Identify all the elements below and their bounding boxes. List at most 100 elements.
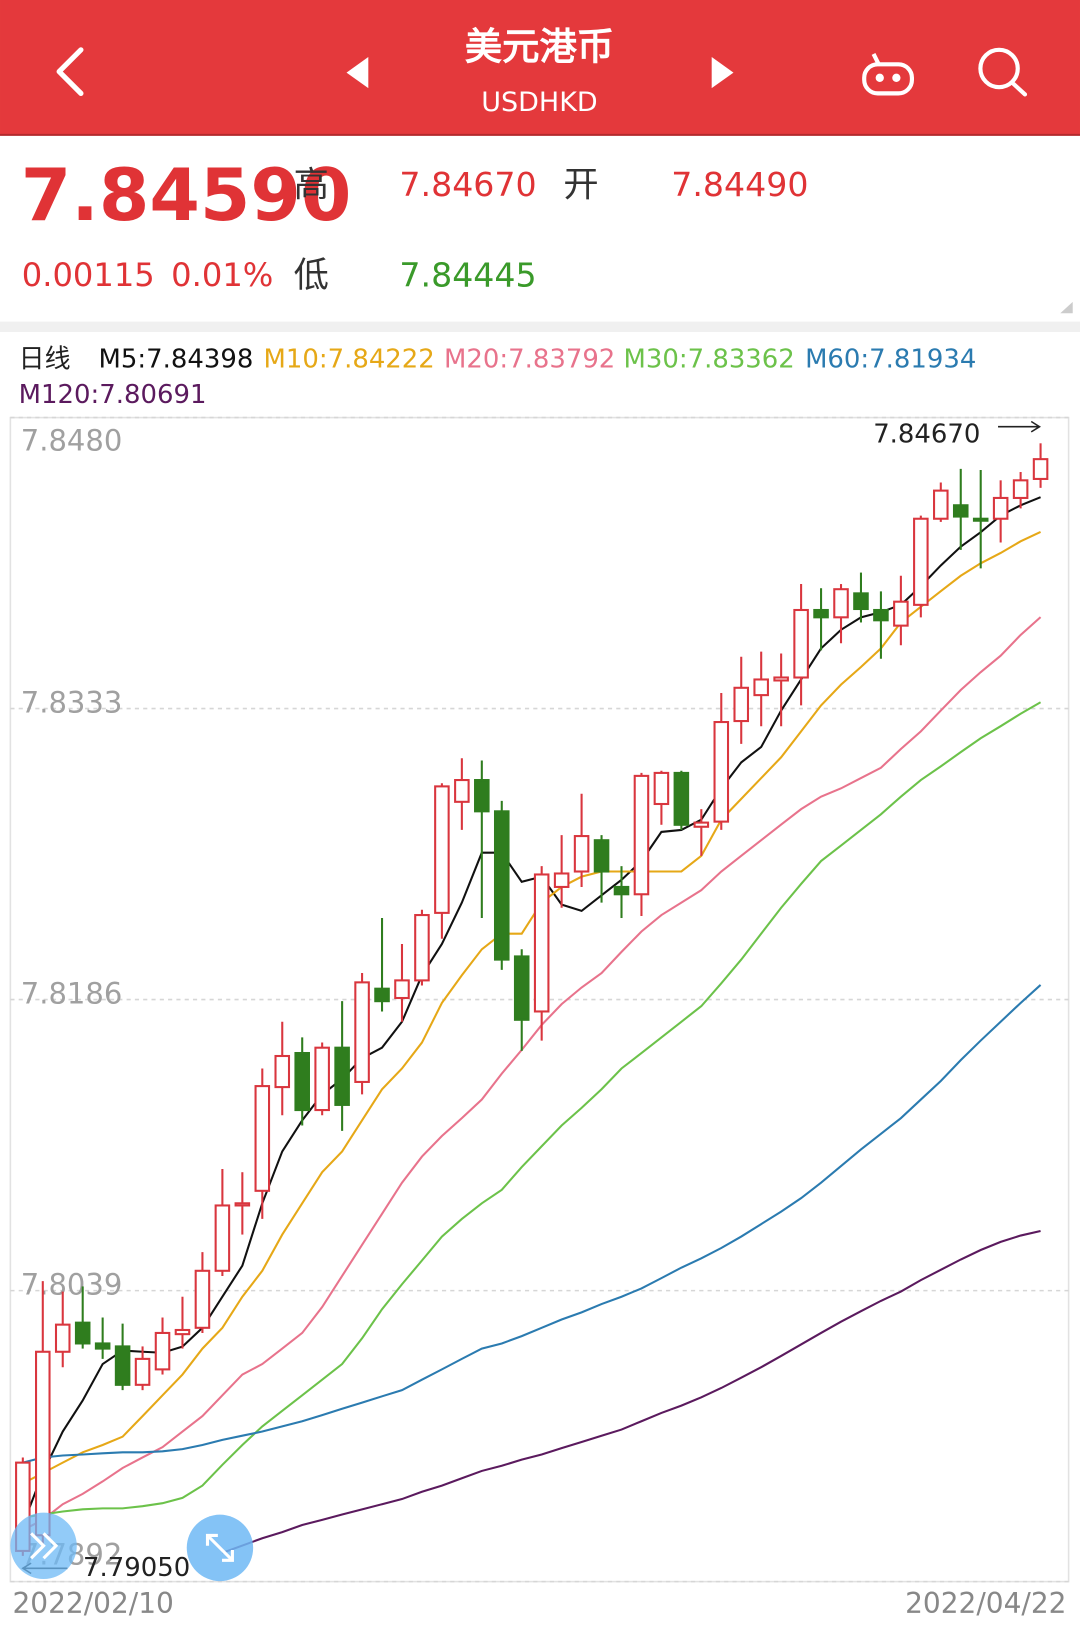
legend-entry: M60:7.81934 [805,344,976,374]
legend-entry: M30:7.83362 [624,344,795,374]
open-label: 开 [563,165,598,206]
prev-button[interactable] [346,57,369,89]
robot-antenna [871,53,881,66]
y-tick-label: 7.8333 [21,685,123,719]
change: 0.00115 [22,256,155,294]
candle-body [992,496,1009,520]
ma-line [22,616,1042,1532]
candle-body [873,608,889,622]
candle-body [394,979,410,1000]
period-label: 日线 [19,344,71,374]
low-value: 7.84445 [399,255,536,294]
annotation-arrowhead [1030,420,1042,433]
candle-body [733,686,750,723]
legend-entry: M20:7.83792 [444,344,615,374]
high-label: 高 [294,165,329,206]
candle-body [174,1328,191,1336]
candle-body [474,779,490,813]
candle-body [893,600,909,627]
ma-line [22,701,1042,1519]
expand-icon [205,1533,218,1546]
x-tick-label: 2022/02/10 [12,1587,173,1620]
candle-body [54,1323,71,1353]
candle-body [74,1321,91,1345]
candle-body [154,1331,171,1371]
candle-body [653,771,670,806]
annotation: 7.79050 [83,1553,190,1583]
candle-body [314,1046,330,1112]
candle-body [114,1345,131,1386]
top-bar [0,0,1080,135]
candle-body [913,517,929,606]
candle-body [933,489,949,520]
ma-line [222,1229,1041,1554]
expand-icon [206,1534,234,1562]
candle-body [234,1202,251,1207]
candle-body [972,517,989,522]
plot: 7.84807.83337.81867.80397.78922022/02/10… [10,416,1069,1620]
candle-body [793,608,809,679]
change-pct: 0.01% [171,256,273,294]
candle-body [952,504,969,518]
candle-body [194,1269,211,1329]
y-tick-label: 7.8039 [21,1267,123,1301]
candle-body [593,839,610,873]
price: 7.84590 [21,154,352,238]
annotation: 7.84670 [873,420,980,450]
ma-line [22,531,1042,1485]
candle-body [773,676,789,682]
corner-mark [1060,301,1073,314]
ma-line [22,984,1042,1464]
candle-body [513,955,530,1021]
robot-head [862,62,915,96]
search-button[interactable] [978,47,1028,97]
collapse-icon [30,1532,46,1560]
candle-body [493,810,510,961]
legend-entry: M10:7.84222 [264,344,435,374]
next-button[interactable] [711,57,734,89]
candle-body [134,1357,151,1386]
robot-eye [892,73,901,82]
open-value: 7.84490 [671,165,808,204]
candle-body [1032,458,1049,480]
search-handle [1010,80,1028,97]
high-value: 7.84670 [399,165,536,204]
separator [0,321,1080,332]
candle-body [454,779,470,803]
candle-body [354,981,370,1083]
overlay-buttons [10,1512,254,1582]
candle-body [294,1051,310,1112]
candle-body [35,1350,51,1537]
candle-body [833,588,849,619]
robot-button[interactable] [862,53,915,96]
candle-body [274,1054,291,1089]
x-tick-label: 2022/04/22 [905,1587,1066,1620]
candle-body [613,885,630,896]
candle-body [633,774,650,896]
candle-body [813,608,829,619]
candle-body [853,592,869,611]
expand-icon [222,1549,234,1562]
legend: M5:7.84398 M10:7.84222 M20:7.83792 M30:7.83… [19,344,977,409]
candle-body [753,678,769,697]
ma-line [21,496,1041,1526]
candle-body [414,914,430,982]
candle-body [573,835,590,873]
subtitle: USDHKD [481,87,597,118]
y-tick-label: 7.8186 [21,976,123,1010]
legend-entry: M120:7.80691 [19,380,207,410]
candle-body [673,771,690,826]
robot-eye [875,73,884,82]
collapse-icon [42,1532,59,1560]
title: 美元港币 [465,24,614,68]
back-button[interactable] [56,47,84,96]
low-label: 低 [294,255,329,296]
legend-entry: M5:7.84398 [99,344,254,374]
candle-body [693,821,710,828]
candle-body [434,785,450,914]
candle-body [94,1342,111,1350]
candle-body [254,1085,271,1192]
search-lens [978,47,1020,90]
